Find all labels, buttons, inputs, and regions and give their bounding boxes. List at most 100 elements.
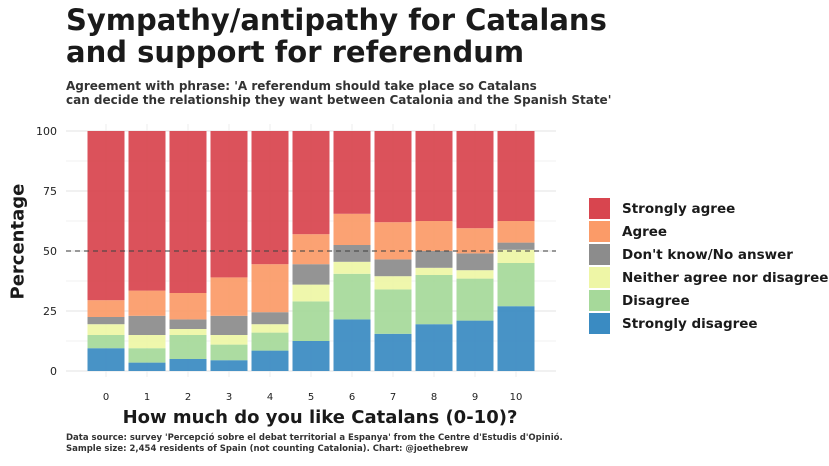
bar-segment <box>128 131 166 291</box>
chart-subtitle-line-1: Agreement with phrase: 'A referendum sho… <box>66 79 537 93</box>
bar-segment <box>251 332 289 351</box>
bar-segment <box>169 329 207 335</box>
bar-segment <box>333 213 371 245</box>
bar-segment <box>456 270 494 279</box>
bar-segment <box>415 251 453 268</box>
bar-segment <box>210 131 248 278</box>
legend-item: Strongly agree <box>589 197 828 220</box>
bar-segment <box>456 253 494 271</box>
bar-segment <box>374 276 412 290</box>
bar-segment <box>251 264 289 313</box>
bar-segment <box>210 344 248 361</box>
x-tick-label: 7 <box>390 392 396 403</box>
bar-segment <box>128 348 166 363</box>
legend-item: Neither agree nor disagree <box>589 266 828 289</box>
bar-segment <box>333 131 371 214</box>
bar-segment <box>251 350 289 371</box>
x-tick-label: 9 <box>472 392 478 403</box>
legend-label: Disagree <box>622 292 690 309</box>
legend-swatch <box>589 267 610 288</box>
bar-segment <box>292 301 330 341</box>
chart-title-line-2: and support for referendum <box>66 35 525 69</box>
bar-segment <box>333 245 371 262</box>
bar-segment <box>374 289 412 334</box>
y-tick-label: 50 <box>43 245 57 258</box>
bar-segment <box>333 273 371 320</box>
x-tick-label: 3 <box>226 392 232 403</box>
legend-item: Don't know/No answer <box>589 243 828 266</box>
legend-swatch <box>589 244 610 265</box>
bar-segment <box>87 317 125 325</box>
bar-segment <box>497 131 535 221</box>
bar-segment <box>210 335 248 345</box>
bar-segment <box>169 319 207 329</box>
bar-segment <box>497 306 535 371</box>
bar-segment <box>415 221 453 251</box>
x-axis-label: How much do you like Catalans (0-10)? <box>122 407 518 428</box>
y-axis-label: Percentage <box>7 183 29 300</box>
bar-segment <box>456 131 494 229</box>
chart-caption: Data source: survey 'Percepció sobre el … <box>66 433 626 455</box>
bar-segment <box>87 335 125 349</box>
bar-segment <box>210 360 248 371</box>
bar-segment <box>456 228 494 254</box>
y-tick-label: 25 <box>43 305 57 318</box>
bar-segment <box>456 320 494 371</box>
bar-segment <box>169 293 207 320</box>
bar-segment <box>210 315 248 335</box>
bar-segment <box>292 284 330 302</box>
y-tick-label: 0 <box>50 365 57 378</box>
chart-subtitle: Agreement with phrase: 'A referendum sho… <box>66 79 626 107</box>
bar-segment <box>415 131 453 221</box>
bar-segment <box>374 259 412 277</box>
bar-segment <box>128 315 166 335</box>
x-tick-label: 8 <box>431 392 437 403</box>
bar-segment <box>374 131 412 223</box>
bar-segment <box>333 319 371 371</box>
bar-segment <box>374 333 412 371</box>
bar-segment <box>497 242 535 250</box>
x-tick-label: 1 <box>144 392 150 403</box>
x-tick-label: 6 <box>349 392 355 403</box>
bar-segment <box>169 359 207 371</box>
y-tick-label: 100 <box>36 125 57 138</box>
bar-segment <box>128 290 166 316</box>
bar-segment <box>251 324 289 333</box>
bar-segment <box>415 267 453 275</box>
bar-segment <box>497 263 535 307</box>
chart-title-line-1: Sympathy/antipathy for Catalans <box>66 3 607 37</box>
bar-segment <box>497 221 535 243</box>
legend-item: Agree <box>589 220 828 243</box>
bar-segment <box>497 249 535 263</box>
y-tick-label: 75 <box>43 185 57 198</box>
legend-label: Neither agree nor disagree <box>622 269 829 286</box>
bar-segment <box>415 324 453 371</box>
legend-label: Don't know/No answer <box>622 246 793 263</box>
bar-segment <box>87 324 125 335</box>
legend-label: Strongly agree <box>622 200 736 217</box>
bar-segment <box>374 222 412 260</box>
bar-segment <box>292 264 330 285</box>
bar-segment <box>333 261 371 274</box>
legend-item: Disagree <box>589 289 828 312</box>
bar-segment <box>87 300 125 317</box>
bar-segment <box>292 234 330 265</box>
bar-segment <box>128 335 166 349</box>
legend-label: Agree <box>622 223 668 240</box>
bar-segment <box>87 131 125 301</box>
bar-segment <box>251 312 289 325</box>
bar-segment <box>87 348 125 371</box>
legend-label: Strongly disagree <box>622 315 758 332</box>
x-tick-label: 2 <box>185 392 191 403</box>
legend-swatch <box>589 221 610 242</box>
x-tick-label: 10 <box>510 392 523 403</box>
legend-swatch <box>589 290 610 311</box>
bar-segment <box>415 275 453 325</box>
bar-segment <box>128 362 166 371</box>
bar-segment <box>292 131 330 235</box>
bar-segment <box>292 341 330 371</box>
bar-segment <box>210 277 248 316</box>
caption-source: Data source: survey 'Percepció sobre el … <box>66 433 563 443</box>
bar-segment <box>169 131 207 293</box>
